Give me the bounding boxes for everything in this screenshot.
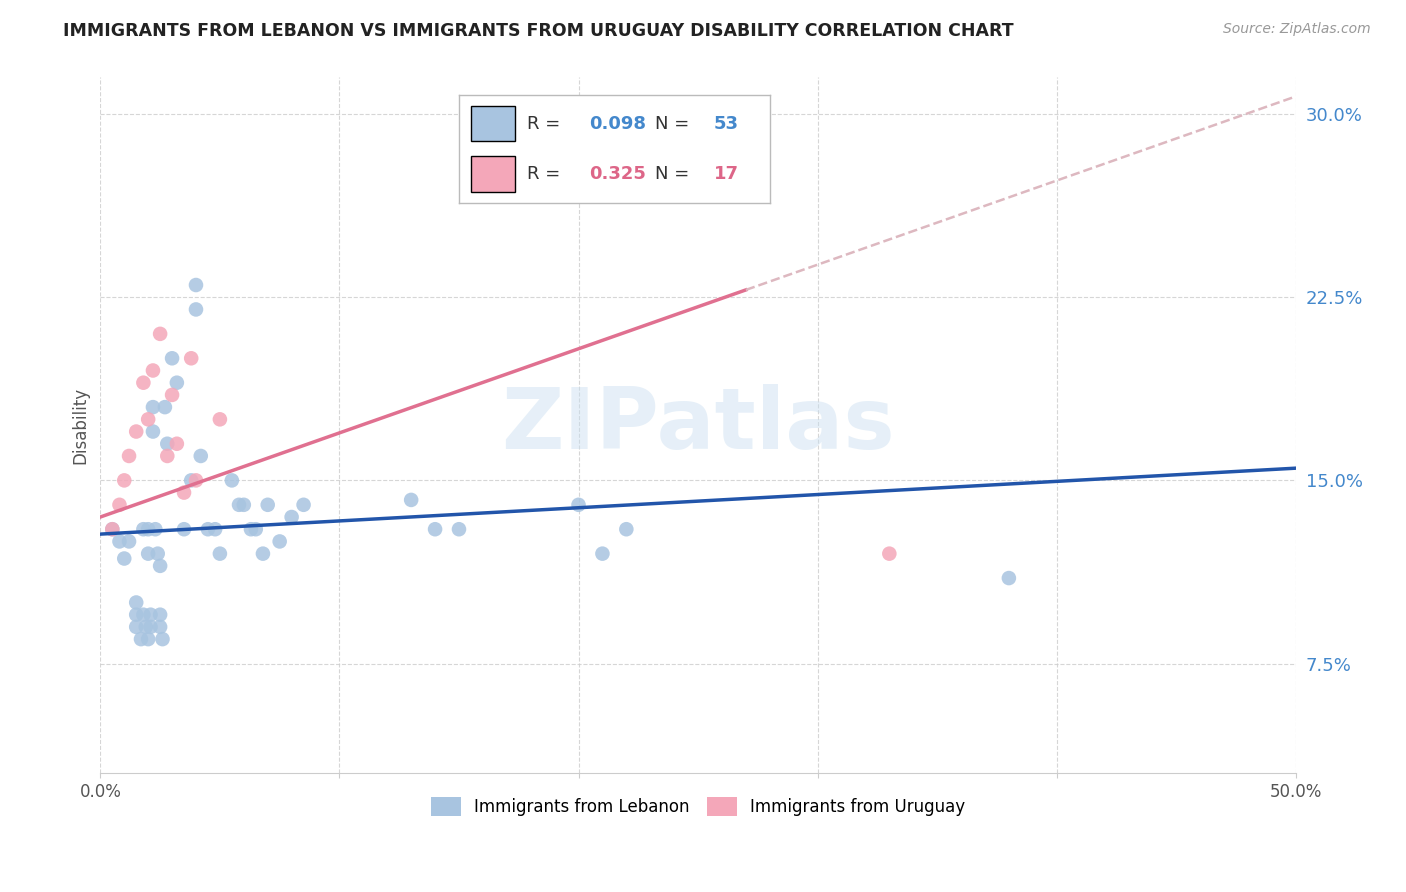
- Point: [139, 620, 162, 634]
- Point: [567, 498, 589, 512]
- Point: [142, 363, 165, 377]
- Legend: Immigrants from Lebanon, Immigrants from Uruguay: Immigrants from Lebanon, Immigrants from…: [423, 789, 973, 824]
- Point: [208, 547, 231, 561]
- Point: [139, 607, 162, 622]
- Point: [152, 632, 174, 646]
- Point: [142, 425, 165, 439]
- Point: [879, 547, 901, 561]
- Point: [280, 510, 302, 524]
- Point: [149, 607, 172, 622]
- Text: Source: ZipAtlas.com: Source: ZipAtlas.com: [1223, 22, 1371, 37]
- Point: [132, 376, 155, 390]
- Point: [173, 522, 195, 536]
- Point: [149, 558, 172, 573]
- Point: [197, 522, 219, 536]
- Point: [136, 547, 159, 561]
- Point: [208, 412, 231, 426]
- Point: [160, 388, 183, 402]
- Point: [125, 425, 148, 439]
- Point: [112, 474, 135, 488]
- Point: [399, 492, 422, 507]
- Point: [156, 436, 179, 450]
- Point: [173, 485, 195, 500]
- Point: [998, 571, 1021, 585]
- Point: [447, 522, 470, 536]
- Point: [256, 498, 278, 512]
- Point: [153, 400, 176, 414]
- Y-axis label: Disability: Disability: [72, 387, 89, 464]
- Point: [125, 607, 148, 622]
- Point: [591, 547, 613, 561]
- Point: [136, 412, 159, 426]
- Point: [166, 436, 188, 450]
- Text: ZIPatlas: ZIPatlas: [501, 384, 896, 467]
- Point: [125, 595, 148, 609]
- Point: [108, 534, 131, 549]
- Point: [204, 522, 226, 536]
- Text: IMMIGRANTS FROM LEBANON VS IMMIGRANTS FROM URUGUAY DISABILITY CORRELATION CHART: IMMIGRANTS FROM LEBANON VS IMMIGRANTS FR…: [63, 22, 1014, 40]
- Point: [190, 449, 212, 463]
- Point: [221, 474, 243, 488]
- Point: [232, 498, 254, 512]
- Point: [245, 522, 267, 536]
- Point: [143, 522, 166, 536]
- Point: [156, 449, 179, 463]
- Point: [184, 474, 207, 488]
- Point: [101, 522, 124, 536]
- Point: [112, 551, 135, 566]
- Point: [125, 620, 148, 634]
- Point: [132, 522, 155, 536]
- Point: [166, 376, 188, 390]
- Point: [108, 498, 131, 512]
- Point: [614, 522, 637, 536]
- Point: [184, 302, 207, 317]
- Point: [180, 474, 202, 488]
- Point: [118, 449, 141, 463]
- Point: [423, 522, 446, 536]
- Point: [129, 632, 152, 646]
- Point: [292, 498, 315, 512]
- Point: [160, 351, 183, 366]
- Point: [135, 620, 157, 634]
- Point: [101, 522, 124, 536]
- Point: [132, 607, 155, 622]
- Point: [184, 278, 207, 293]
- Point: [180, 351, 202, 366]
- Point: [149, 326, 172, 341]
- Point: [269, 534, 291, 549]
- Point: [146, 547, 169, 561]
- Point: [240, 522, 263, 536]
- Point: [136, 632, 159, 646]
- Point: [142, 400, 165, 414]
- Point: [136, 522, 159, 536]
- Point: [149, 620, 172, 634]
- Point: [228, 498, 250, 512]
- Point: [252, 547, 274, 561]
- Point: [118, 534, 141, 549]
